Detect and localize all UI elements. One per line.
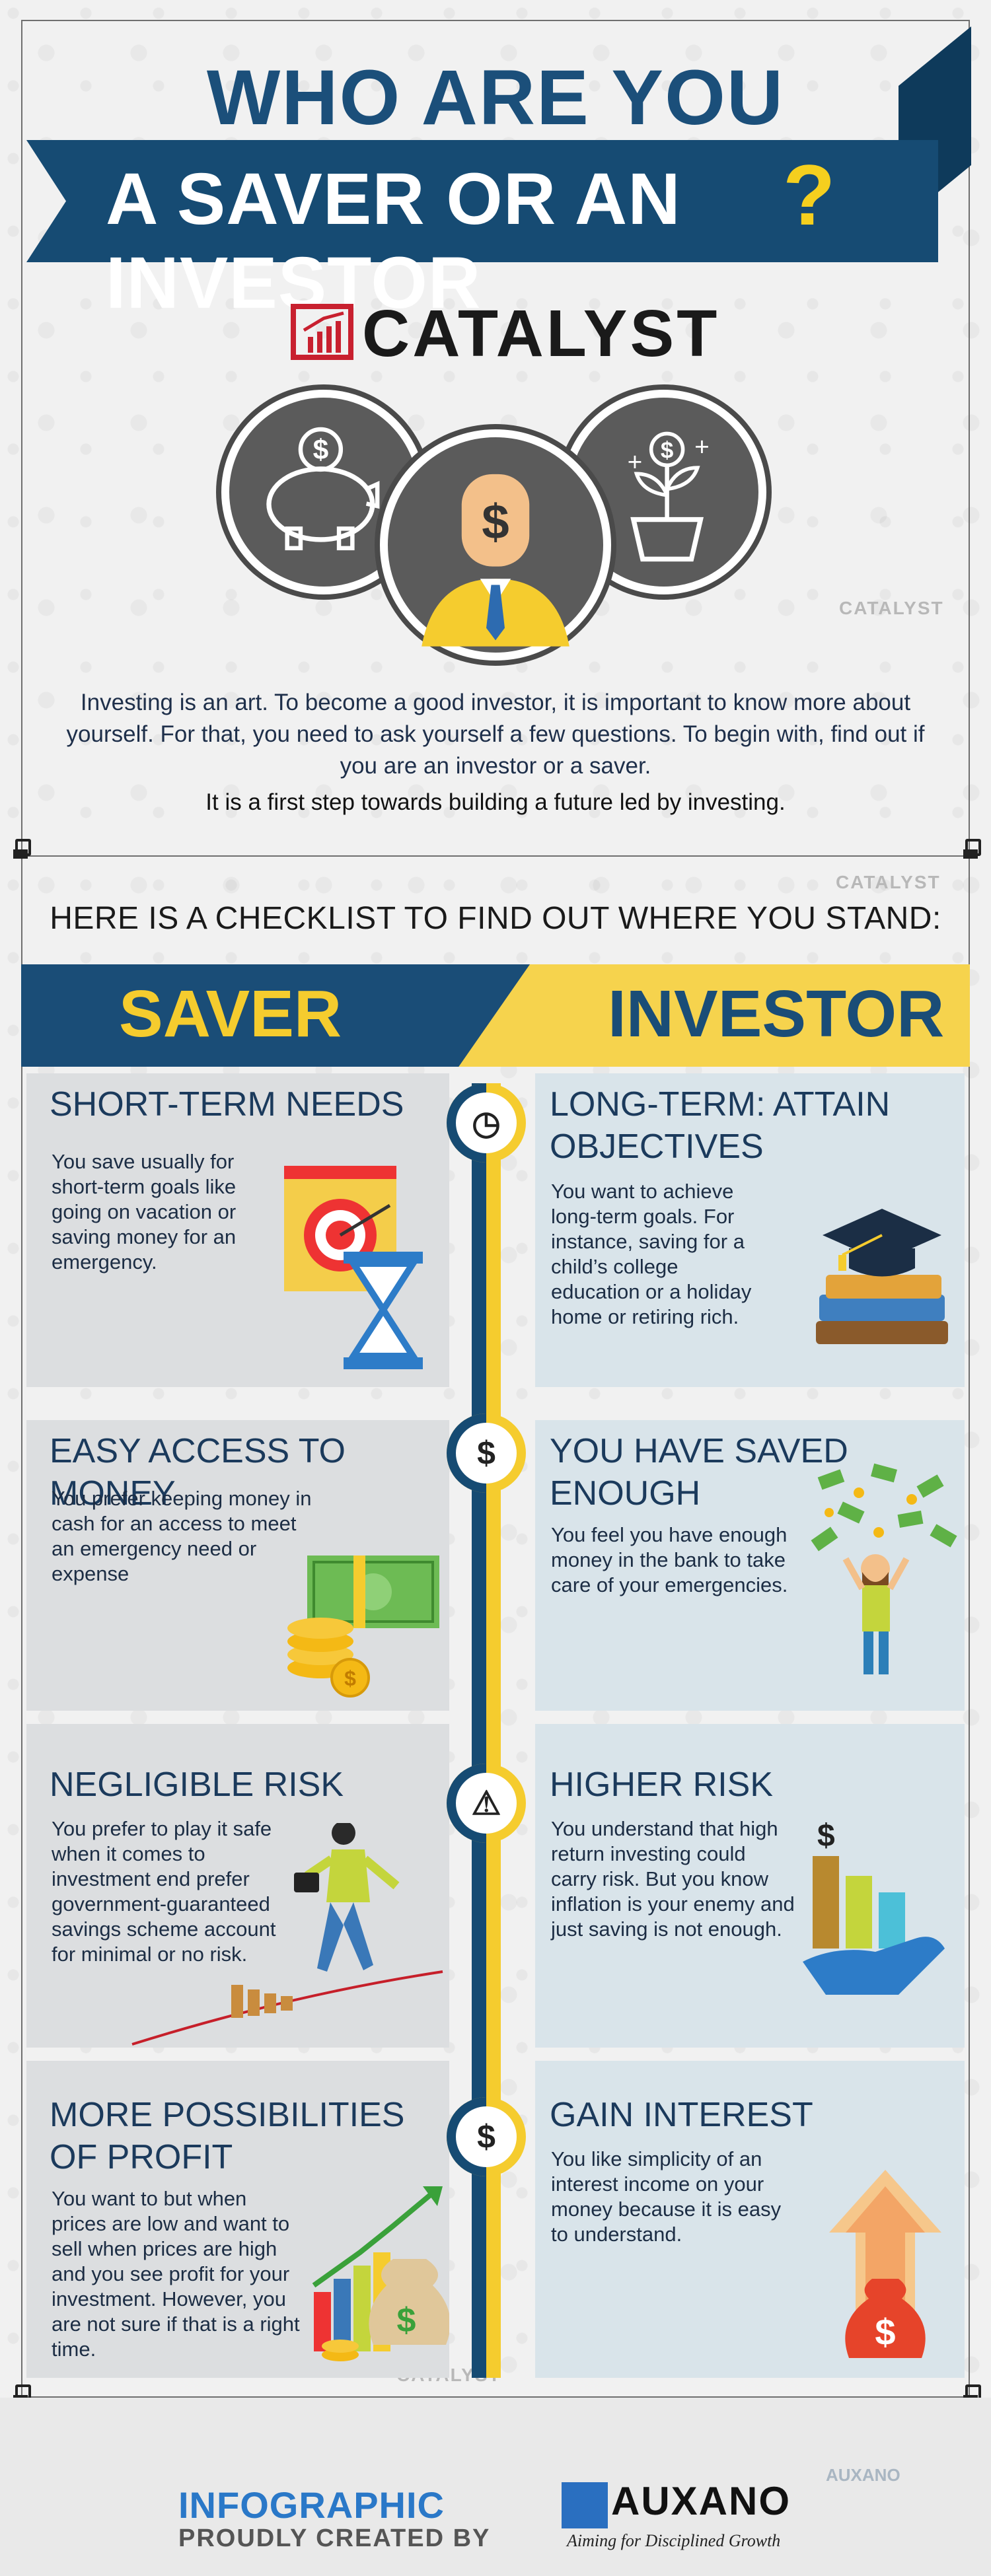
timeline-node: $ (447, 2097, 526, 2176)
svg-text:+: + (694, 433, 710, 462)
investor-person-icon: $ (422, 474, 569, 647)
growth-chart-moneybag-icon: $ (312, 2186, 449, 2361)
investor-card-title: HIGHER RISK (550, 1766, 774, 1804)
catalyst-logo-icon (291, 304, 353, 360)
svg-text:$: $ (397, 2301, 416, 2340)
investor-card-title: YOU HAVE SAVED ENOUGH (550, 1432, 848, 1513)
saver-header: SAVER (119, 977, 342, 1051)
saver-card-text: You save usually for short-term goals li… (52, 1150, 237, 1273)
binder-clip-icon (13, 839, 31, 859)
auxano-watermark: AUXANO (826, 2465, 900, 2485)
page-frame (21, 20, 970, 2398)
svg-text:$: $ (344, 1666, 356, 1690)
auxano-tagline: Aiming for Disciplined Growth (567, 2531, 781, 2550)
money-plant-icon: $ + + (628, 431, 710, 562)
investor-header-bg (449, 964, 970, 1067)
saver-card-text: You want to but when prices are low and … (52, 2187, 300, 2361)
timeline-spine (472, 1083, 486, 2378)
saver-card-title: EASY ACCESS TO MONEY (50, 1432, 346, 1513)
auxano-name: AUXANO (611, 2479, 791, 2523)
money-rain-person-icon (811, 1463, 957, 1674)
investor-card-text: You understand that high return investin… (551, 1817, 795, 1941)
investor-card-title: LONG-TERM: ATTAIN OBJECTIVES (550, 1085, 891, 1166)
footer-created-by: PROUDLY CREATED BY (178, 2524, 491, 2552)
investor-circle: $ (380, 429, 611, 661)
target-hourglass-icon (284, 1166, 423, 1369)
timeline-node: $ (447, 1413, 526, 1493)
investor-card-text: You like simplicity of an interest incom… (551, 2147, 782, 2246)
footer (0, 2398, 991, 2576)
investor-card-text: You want to achieve long-term goals. For… (551, 1180, 752, 1328)
tightrope-walker-icon (131, 1823, 443, 2046)
title-ribbon (26, 140, 938, 262)
auxano-logo-icon (562, 2482, 608, 2528)
checklist-heading: HERE IS A CHECKLIST TO FIND OUT WHERE YO… (50, 901, 941, 936)
brand-name: CATALYST (362, 297, 720, 371)
svg-text:$: $ (482, 495, 509, 550)
svg-text:$: $ (313, 434, 329, 465)
timeline-node: ⚠ (447, 1764, 526, 1843)
intro-paragraph: Investing is an art. To become a good in… (66, 690, 925, 779)
svg-text:$: $ (875, 2311, 895, 2353)
saver-card-title: NEGLIGIBLE RISK (50, 1766, 344, 1804)
dollar-arrows-icon: $ (456, 2106, 517, 2167)
catalyst-watermark: CATALYST (836, 872, 941, 892)
saver-card-text: You prefer to play it safe when it comes… (52, 1817, 276, 1966)
question-mark: ? (783, 147, 836, 243)
investor-card-title: GAIN INTEREST (550, 2096, 813, 2134)
warning-icon: ⚠ (456, 1773, 517, 1834)
svg-text:$: $ (661, 437, 674, 463)
dollar-icon: $ (456, 1423, 517, 1484)
footer-infographic: INFOGRAPHIC (178, 2484, 445, 2526)
catalyst-watermark: CATALYST (839, 598, 944, 618)
saver-card-title: SHORT-TERM NEEDS (50, 1085, 404, 1124)
saver-card-text: You prefer keeping money in cash for an … (52, 1487, 312, 1585)
svg-text:$: $ (817, 1818, 835, 1853)
money-bag-arrow-icon: $ (829, 2170, 941, 2358)
investor-header: INVESTOR (608, 977, 945, 1051)
saver-header-bg (21, 964, 530, 1067)
intro-tagline: It is a first step towards building a fu… (205, 789, 786, 815)
timeline-spine-accent (486, 1083, 501, 2378)
cash-coins-icon: $ (287, 1556, 439, 1698)
books-graduation-icon (816, 1209, 948, 1344)
clock-icon: ◷ (456, 1092, 517, 1153)
saver-card-title: MORE POSSIBILITIES OF PROFIT (50, 2096, 405, 2176)
title-line-1: WHO ARE YOU (206, 54, 785, 141)
section-divider (21, 855, 970, 857)
svg-text:+: + (628, 448, 643, 477)
chart-hand-icon: $ (803, 1818, 945, 1995)
binder-clip-icon (963, 839, 981, 859)
investor-card-text: You feel you have enough money in the ba… (551, 1523, 788, 1596)
piggy-bank-icon: $ (266, 427, 380, 551)
timeline-node: ◷ (447, 1083, 526, 1163)
